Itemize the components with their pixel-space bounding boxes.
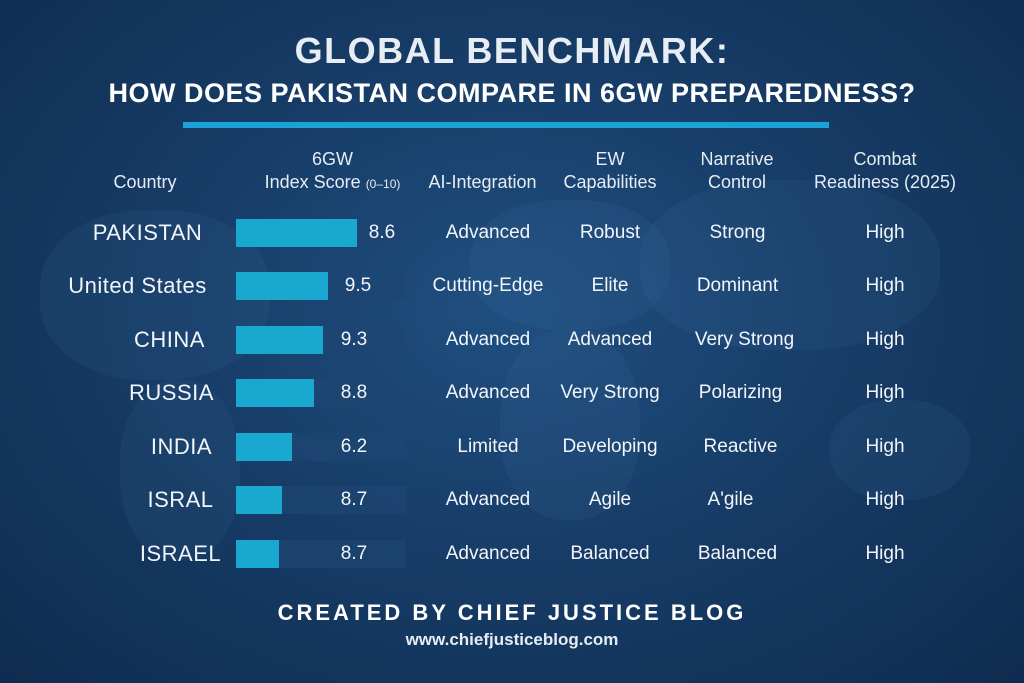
score-label: 6.2 (340, 436, 368, 457)
header-ai-label: AI-Integration (428, 172, 537, 192)
narrative-cell: Balanced (697, 543, 778, 564)
ai-cell: Advanced (445, 543, 531, 564)
table-row: CHINA 9.3 Advanced Advanced Very Strong … (0, 320, 1024, 360)
table-row: PAKISTAN 8.6 Advanced Robust Strong High (0, 213, 1024, 253)
score-label: 8.8 (340, 382, 368, 403)
score-label: 8.7 (340, 543, 368, 564)
map-background-shape (640, 180, 940, 350)
country-cell: CHINA (134, 327, 205, 352)
ai-cell: Advanced (445, 382, 531, 403)
score-bar (236, 433, 292, 461)
combat-cell: High (865, 382, 905, 403)
table-row: ISRAEL 8.7 Advanced Balanced Balanced Hi… (0, 534, 1024, 574)
header-ew-line2: Capabilities (563, 172, 657, 192)
ew-cell: Advanced (567, 329, 653, 350)
ew-cell: Elite (591, 275, 629, 296)
footer-credit: CREATED BY CHIEF JUSTICE BLOG (277, 600, 747, 625)
table-row: RUSSIA 8.8 Advanced Very Strong Polarizi… (0, 373, 1024, 413)
score-label: 8.6 (368, 222, 396, 243)
country-cell: INDIA (150, 434, 213, 459)
page-title: GLOBAL BENCHMARK: (294, 30, 730, 71)
score-label: 9.3 (340, 329, 368, 350)
ai-cell: Advanced (445, 329, 531, 350)
table-row: INDIA 6.2 Limited Developing Reactive Hi… (0, 427, 1024, 467)
narrative-cell: Very Strong (694, 329, 795, 350)
header-narrative-line2: Control (707, 172, 767, 192)
header-ai: AI-Integration (410, 171, 555, 194)
country-cell: ISRAEL (139, 541, 222, 566)
score-bar (236, 486, 282, 514)
map-background-shape (500, 330, 640, 520)
country-cell: United States (68, 273, 207, 298)
header-combat-line2: Readiness (2025) (813, 172, 957, 192)
header-score: 6GW Index Score (0–10) (250, 148, 415, 196)
ai-cell: Advanced (445, 489, 531, 510)
table-row: ISRAL 8.7 Advanced Agile A'gile High (0, 480, 1024, 520)
map-background-shape (40, 210, 270, 380)
header-country: Country (95, 171, 195, 194)
combat-cell: High (865, 489, 905, 510)
narrative-cell: A'gile (707, 489, 754, 510)
header-combat-line1: Combat (853, 149, 917, 169)
score-bar (236, 379, 314, 407)
header-narrative: Narrative Control (672, 148, 802, 194)
score-bar (236, 272, 328, 300)
ew-cell: Agile (588, 489, 632, 510)
ai-cell: Cutting-Edge (432, 275, 544, 296)
header-score-line1: 6GW (311, 149, 353, 169)
ew-cell: Very Strong (560, 382, 660, 403)
header-ew: EW Capabilities (545, 148, 675, 194)
combat-cell: High (865, 436, 905, 457)
header-narrative-line1: Narrative (700, 149, 774, 169)
score-bar (236, 219, 357, 247)
country-cell: ISRAL (147, 487, 214, 512)
title-divider (183, 122, 829, 128)
score-bar (236, 540, 279, 568)
narrative-cell: Polarizing (698, 382, 783, 403)
ew-cell: Balanced (570, 543, 650, 564)
map-background-shape (120, 380, 240, 560)
ai-cell: Advanced (445, 222, 531, 243)
header-score-range: (0–10) (365, 177, 401, 191)
header-ew-line1: EW (595, 149, 625, 169)
combat-cell: High (865, 275, 905, 296)
score-label: 9.5 (344, 275, 372, 296)
combat-cell: High (865, 329, 905, 350)
narrative-cell: Strong (709, 222, 766, 243)
ew-cell: Developing (562, 436, 658, 457)
narrative-cell: Dominant (696, 275, 779, 296)
header-combat: Combat Readiness (2025) (800, 148, 970, 194)
ew-cell: Robust (579, 222, 641, 243)
country-cell: RUSSIA (129, 380, 214, 405)
score-bar (236, 326, 323, 354)
table-row: United States 9.5 Cutting-Edge Elite Dom… (0, 266, 1024, 306)
narrative-cell: Reactive (703, 436, 778, 457)
header-country-label: Country (113, 172, 177, 192)
combat-cell: High (865, 543, 905, 564)
combat-cell: High (865, 222, 905, 243)
map-background-shape (470, 200, 670, 330)
ai-cell: Limited (457, 436, 519, 457)
score-label: 8.7 (340, 489, 368, 510)
footer-url: www.chiefjusticeblog.com (405, 630, 619, 649)
country-cell: PAKISTAN (92, 220, 203, 245)
page-subtitle: HOW DOES PAKISTAN COMPARE IN 6GW PREPARE… (108, 78, 916, 108)
map-background-shape (830, 400, 970, 500)
header-score-line2: Index Score (264, 172, 361, 192)
